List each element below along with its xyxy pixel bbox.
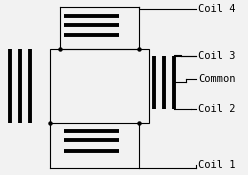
Text: Common: Common	[198, 74, 236, 84]
Text: Coil 3: Coil 3	[198, 51, 236, 61]
Text: Coil 4: Coil 4	[198, 4, 236, 14]
Text: Coil 2: Coil 2	[198, 103, 236, 114]
Text: Coil 1: Coil 1	[198, 159, 236, 170]
